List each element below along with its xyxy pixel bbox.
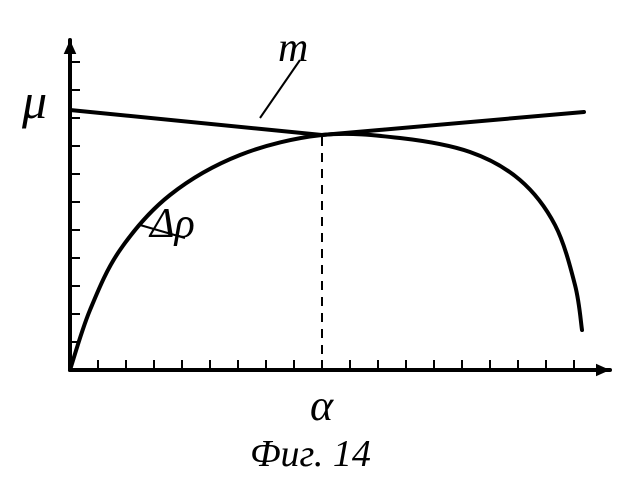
m-curve-label: m (278, 24, 308, 72)
y-axis-label: μ (22, 72, 47, 130)
dp-curve-label: Δρ (150, 200, 195, 248)
x-axis-label: α (310, 380, 333, 431)
figure-caption: Фиг. 14 (250, 432, 371, 476)
